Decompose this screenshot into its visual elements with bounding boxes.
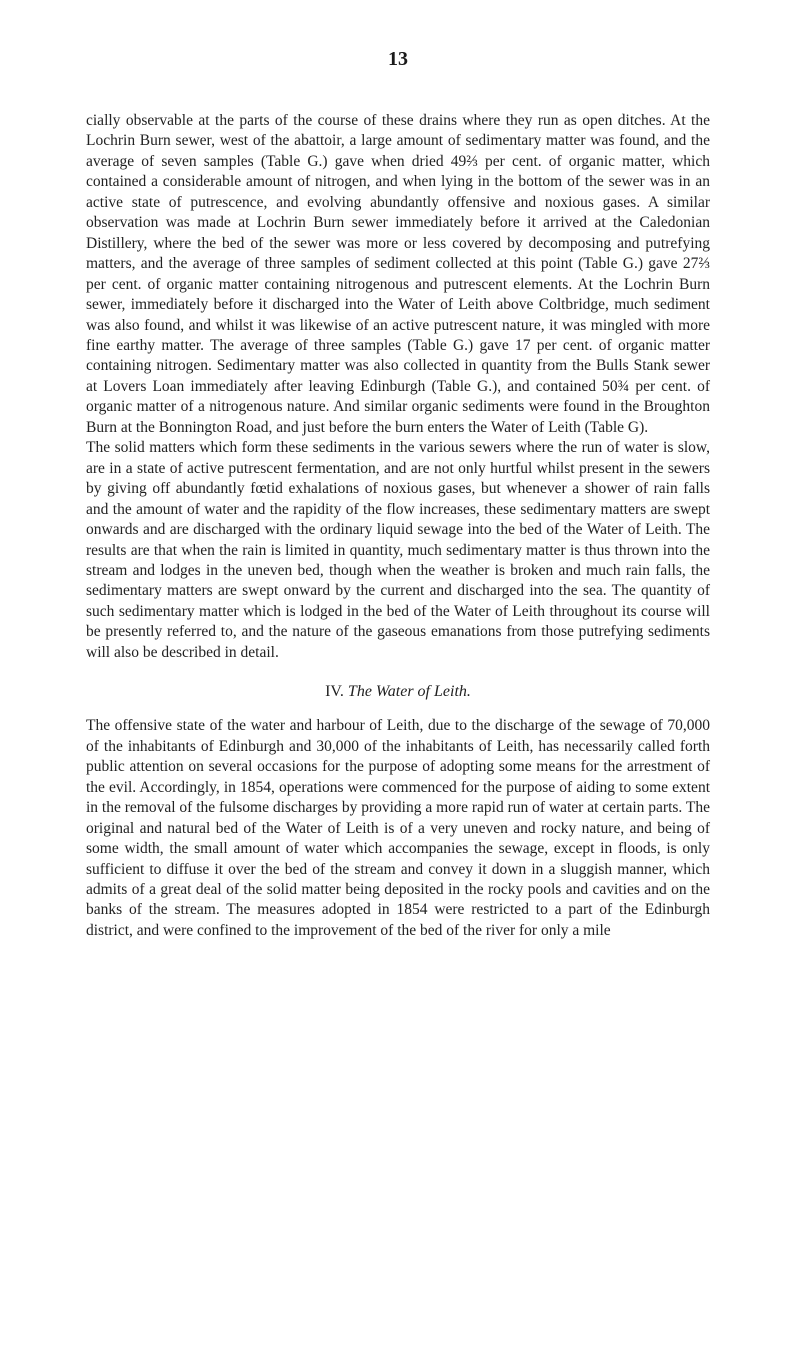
section-number: IV.	[325, 683, 344, 700]
paragraph-3: The offensive state of the water and har…	[86, 716, 710, 941]
section-heading: IV. The Water of Leith.	[86, 681, 710, 702]
section-title: The Water of Leith.	[348, 683, 471, 700]
paragraph-2: The solid matters which form these sedim…	[86, 438, 710, 663]
document-page: 13 cially observable at the parts of the…	[0, 0, 800, 1356]
paragraph-1: cially observable at the parts of the co…	[86, 111, 710, 438]
page-number: 13	[86, 48, 710, 71]
body-text-container: cially observable at the parts of the co…	[86, 111, 710, 941]
